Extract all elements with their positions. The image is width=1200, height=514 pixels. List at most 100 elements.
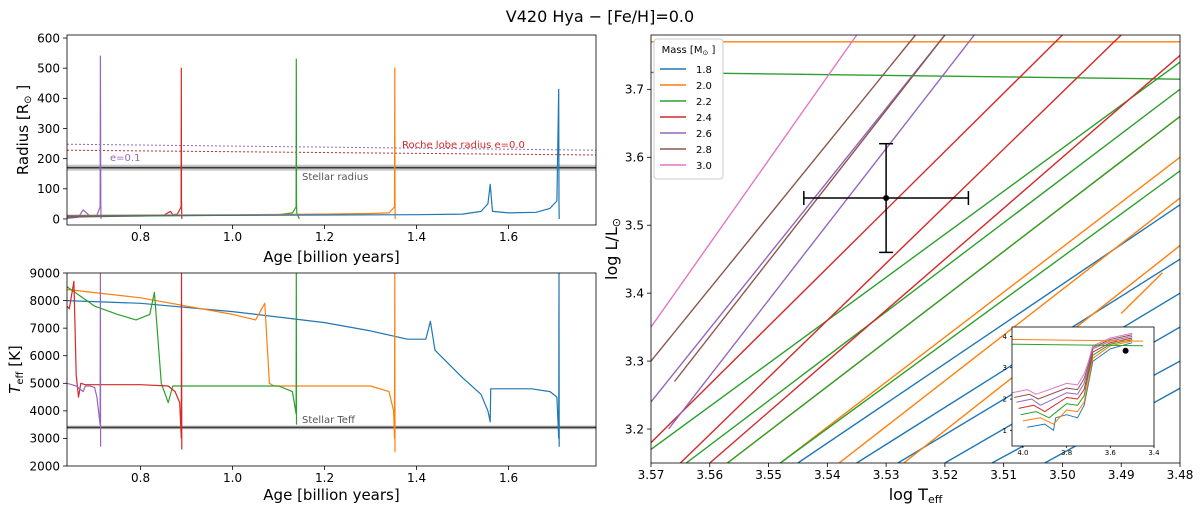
observed-point bbox=[883, 195, 890, 202]
y-axis-label: Teff [K] bbox=[6, 345, 26, 394]
x-tick-label: 3.51 bbox=[990, 468, 1017, 482]
x-tick-label: 1.4 bbox=[407, 230, 426, 244]
inset-track-2.4-3 bbox=[1018, 337, 1133, 413]
hrd-track-2.4-2 bbox=[709, 54, 1180, 463]
y-tick-label: 200 bbox=[37, 152, 60, 166]
x-tick-label: 1.2 bbox=[315, 230, 334, 244]
x-tick-label: 1.0 bbox=[223, 471, 242, 485]
hrd-track-2.2-1 bbox=[685, 88, 1180, 463]
stellar-radius-label: Stellar radius bbox=[302, 172, 368, 183]
roche-lobe-e0-label: Roche lobe radius e=0.0 bbox=[402, 140, 525, 151]
y-axis-label: log L/L⊙ bbox=[602, 218, 623, 280]
inset-track-3.0-6 bbox=[1012, 332, 1133, 395]
teff-panel: Stellar Teff 0.8 1.0 1.2 1.4 1.6 2000 3000 4000 5… bbox=[6, 266, 597, 504]
x-tick-label: 3.6 bbox=[1105, 449, 1117, 457]
x-tick-label: 1.6 bbox=[499, 471, 518, 485]
y-tick-label: 3.7 bbox=[625, 83, 644, 97]
x-axis-label: Age [billion years] bbox=[263, 486, 399, 504]
inset-track-1.8-0 bbox=[1027, 342, 1133, 431]
y-tick-label: 3.5 bbox=[625, 219, 644, 233]
hrd-track-2.6-1 bbox=[668, 35, 975, 430]
teff-track-2.4 bbox=[67, 273, 183, 450]
y-tick-label: 7000 bbox=[29, 321, 60, 335]
y-tick-label: 3.6 bbox=[625, 151, 644, 165]
legend-entry-2.2: 2.2 bbox=[696, 97, 712, 108]
hrd-track-2.6-0 bbox=[651, 35, 946, 403]
x-tick-label: 3.56 bbox=[696, 468, 723, 482]
radius-panel: Roche lobe radius e=0.0 e=0.1 Stellar radi… bbox=[14, 31, 597, 266]
y-tick-label: 3.2 bbox=[625, 422, 644, 436]
hrd-track-2.0-2 bbox=[838, 197, 1180, 463]
hrd-track-2.4-0 bbox=[651, 35, 1063, 444]
hrd-track-2.2-0 bbox=[651, 61, 1180, 450]
y-tick-label: 6000 bbox=[29, 349, 60, 363]
y-tick-label: 100 bbox=[37, 182, 60, 196]
x-tick-label: 3.49 bbox=[1108, 468, 1135, 482]
teff-track-2.6 bbox=[67, 273, 102, 447]
radius-track-2.6 bbox=[67, 55, 102, 220]
radius-track-2.0 bbox=[67, 67, 396, 220]
y-tick-label: 2000 bbox=[29, 459, 60, 473]
hrd-track-2.8-0 bbox=[651, 35, 917, 362]
axes-frame bbox=[66, 34, 597, 226]
y-tick-label: 3.3 bbox=[625, 354, 644, 368]
x-tick-label: 3.8 bbox=[1061, 449, 1072, 457]
y-tick-label: 3 bbox=[1003, 364, 1007, 372]
x-tick-label: 1.2 bbox=[315, 471, 334, 485]
y-tick-label: 600 bbox=[37, 31, 60, 45]
x-tick-label: 3.57 bbox=[638, 468, 665, 482]
legend-entry-1.8: 1.8 bbox=[696, 65, 712, 76]
x-tick-label: 0.8 bbox=[131, 471, 150, 485]
hrd-track-2.0-4 bbox=[1120, 272, 1163, 314]
x-tick-label: 3.52 bbox=[932, 468, 959, 482]
y-tick-label: 0 bbox=[52, 212, 60, 226]
y-tick-label: 400 bbox=[37, 92, 60, 106]
radius-track-1.8 bbox=[67, 88, 560, 220]
inset-track-2.8-5 bbox=[1014, 334, 1133, 400]
hrd-track-3.0-0 bbox=[651, 35, 858, 328]
teff-track-1.8 bbox=[67, 273, 560, 447]
radius-track-2.4 bbox=[67, 67, 183, 220]
x-tick-label: 1.4 bbox=[407, 471, 426, 485]
inset-track-2.2-8 bbox=[1012, 343, 1144, 347]
inset-observed-point bbox=[1122, 347, 1129, 354]
x-axis-label: log Teff bbox=[889, 485, 943, 506]
x-tick-label: 4.0 bbox=[1017, 449, 1028, 457]
y-tick-label: 500 bbox=[37, 61, 60, 75]
axes-frame bbox=[650, 34, 1181, 464]
inset-track-2.0-1 bbox=[1022, 340, 1133, 425]
axes-frame bbox=[66, 272, 597, 467]
y-tick-label: 3.4 bbox=[625, 286, 644, 300]
x-tick-label: 0.8 bbox=[131, 230, 150, 244]
y-tick-label: 4 bbox=[1003, 333, 1008, 341]
hrd-track-2.2-4 bbox=[651, 71, 1180, 80]
legend-entry-2.8: 2.8 bbox=[696, 145, 712, 156]
legend-entry-2.6: 2.6 bbox=[696, 129, 712, 140]
legend-entry-3.0: 3.0 bbox=[696, 161, 712, 172]
y-tick-label: 5000 bbox=[29, 377, 60, 391]
hrd-track-2.0-1 bbox=[779, 156, 1180, 463]
legend-entry-2.0: 2.0 bbox=[696, 81, 712, 92]
hrd-track-2.4-1 bbox=[679, 35, 1122, 463]
roche-lobe-e0-line bbox=[67, 149, 596, 156]
hrd-track-2.2-2 bbox=[726, 115, 1180, 463]
legend-title: Mass [M⊙ ] bbox=[662, 45, 716, 57]
stellar-teff-label: Stellar Teff bbox=[302, 415, 356, 426]
x-tick-label: 3.4 bbox=[1148, 449, 1160, 457]
x-tick-label: 3.55 bbox=[755, 468, 782, 482]
roche-lobe-e01-line bbox=[67, 143, 596, 151]
x-tick-label: 1.6 bbox=[499, 230, 518, 244]
y-axis-label: Radius [R⊙ ] bbox=[14, 85, 34, 175]
inset-track-2.0-7 bbox=[1012, 339, 1144, 342]
axes-frame bbox=[1011, 326, 1155, 447]
inset-track-2.2-2 bbox=[1020, 339, 1133, 419]
hr-inset-panel: 4.0 3.8 3.6 3.4 1 2 3 4 bbox=[1003, 326, 1160, 457]
y-tick-label: 4000 bbox=[29, 404, 60, 418]
radius-track-2.2 bbox=[67, 58, 300, 220]
y-tick-label: 1 bbox=[1003, 427, 1007, 435]
x-tick-label: 3.50 bbox=[1049, 468, 1076, 482]
hrd-track-2.2-3 bbox=[779, 170, 1180, 463]
hrd-track-2.8-1 bbox=[673, 35, 946, 382]
x-tick-label: 3.53 bbox=[873, 468, 900, 482]
